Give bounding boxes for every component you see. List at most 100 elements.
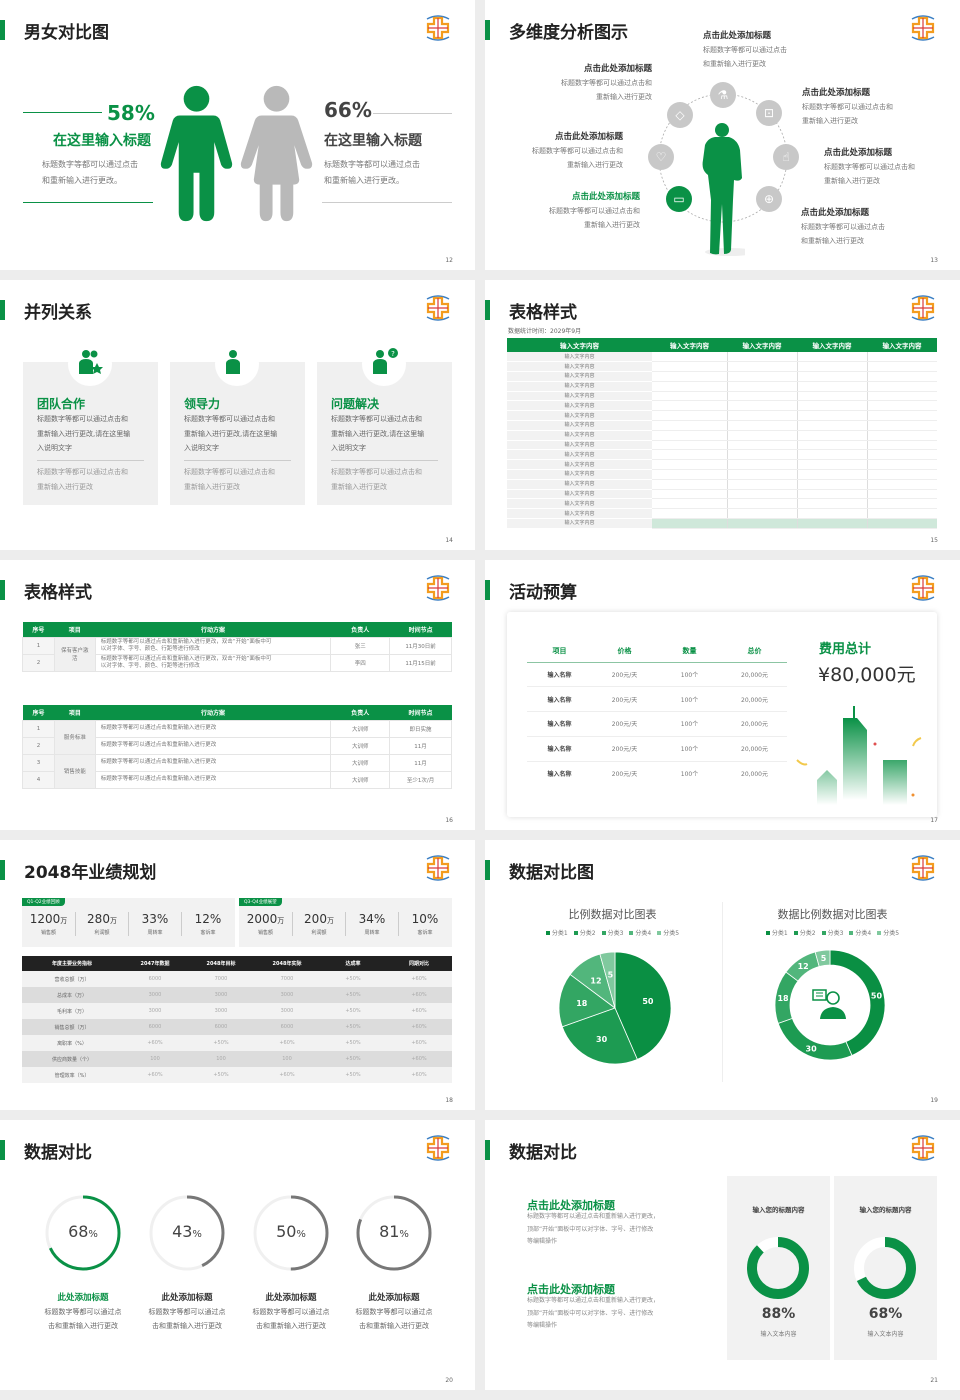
table-row: 1 服务标准 标题数字等都可以通过点击和重新输入进行更改 大训师 即日实施 xyxy=(22,719,452,755)
slide-gender-comparison[interactable]: 男女对比图 58% 在这里输入标题 标题数字等都可以通过点击 和重新输入进行更改。… xyxy=(0,0,475,270)
time-cell: 11月 xyxy=(389,753,452,772)
plan-line: 标题数字等都可以通过点击和重新输入进行更改 xyxy=(100,776,217,782)
slide-data-comparison-cards[interactable]: 数据对比 21 点击此处添加标题 标题数字等都可以通过点击和重新输入进行更改， 顶部… xyxy=(485,1120,960,1390)
desc-line: 和重新输入进行更改。 xyxy=(324,176,404,185)
divider xyxy=(23,112,102,113)
item-desc: 标题数字等都可以通过点击和重新输入进行更改 xyxy=(703,43,787,71)
text-line: 击和重新输入进行更改 xyxy=(359,1321,429,1330)
kpi-number: 34% xyxy=(358,912,386,926)
slide-action-plan-tables[interactable]: 表格样式 序号 项目 行动方案 负责人 时间节点 1 保有客户激活 标题数字等都可以通过点击和… xyxy=(0,560,475,830)
project-cell: 保有客户激活 xyxy=(53,636,96,672)
table-cell: 200元/天 xyxy=(592,711,657,737)
kpi-number: 10% xyxy=(411,912,439,926)
plan-line: 以对字体、字号、颜色、行距等进行修改 xyxy=(100,645,200,652)
project-cell: 销售技能 xyxy=(53,753,96,789)
table-cell: 6000 xyxy=(280,1024,294,1030)
ring-unit: % xyxy=(296,1229,306,1240)
table-cell: 3000 xyxy=(214,992,228,998)
column-header: 序号 xyxy=(22,622,55,637)
time-cell: 至少1次/月 xyxy=(389,770,452,789)
text-line: 标题数字等都可以通过点击 xyxy=(703,46,787,54)
slide-parallel-relationship[interactable]: 并列关系 14 团队合作 标题数字等都可以通过点击和 重新输入进行更改,请在这里输入… xyxy=(0,280,475,550)
plan-line: 标题数字等都可以通过点击和重新输入进行更改，双击“开始”面板中可 xyxy=(100,638,272,645)
text-line: 等编辑操作 xyxy=(527,1322,558,1329)
table-cell xyxy=(796,489,867,500)
row-label: 输入文字内容 xyxy=(507,410,652,422)
table-cell xyxy=(726,489,797,500)
kpi-label: 销售额 xyxy=(257,930,273,936)
slice-分类2 xyxy=(561,1007,638,1065)
kpi-value: 200万 xyxy=(293,912,345,929)
total-label: 费用总计 xyxy=(819,642,872,657)
column-header: 同期对比 xyxy=(386,956,452,971)
table-cell: 100 xyxy=(282,1056,292,1062)
female-percent: 66% xyxy=(324,98,372,122)
table-cell: +60% xyxy=(411,1072,427,1078)
page-number: 14 xyxy=(445,537,453,544)
table-cell: +60% xyxy=(411,1024,427,1030)
card-desc: 标题数字等都可以通过点击和 重新输入进行更改,请在这里输 入说明文字 xyxy=(37,412,130,456)
owner-cell: 大训师 xyxy=(330,753,391,772)
table-cell xyxy=(726,449,797,461)
table-cell xyxy=(796,479,867,490)
time-cell: 11月15日前 xyxy=(389,653,452,672)
legend-swatch xyxy=(601,931,606,935)
plan-line: 以对字体、字号、颜色、行距等进行修改 xyxy=(100,662,200,669)
kpi-number: 2000 xyxy=(246,912,278,926)
text-line: 标题数字等都可以通过点击和 xyxy=(824,163,915,171)
flask-icon: ⚗ xyxy=(710,82,736,108)
block-desc: 标题数字等都可以通过点击和重新输入进行更改， 顶部“开始”面板中可以对字体、字号、… xyxy=(527,1295,659,1333)
table-row: 输入文字内容 xyxy=(507,459,937,471)
table-row: 输入文字内容 xyxy=(507,391,937,402)
data-label: 30 xyxy=(806,1045,818,1054)
data-label: 5 xyxy=(821,954,827,963)
table-cell: 营收总额（万） xyxy=(54,976,90,983)
block-desc: 标题数字等都可以通过点击和重新输入进行更改， 顶部“开始”面板中可以对字体、字号、… xyxy=(527,1211,659,1249)
legend-item: 分类2 xyxy=(793,930,816,937)
header-row: 项目 价格 数量 总价 xyxy=(527,640,787,663)
table-cell: 200元/天 xyxy=(592,736,657,762)
page-number: 15 xyxy=(930,537,938,544)
table-cell xyxy=(866,371,937,382)
desc-line: 标题数字等都可以通过点击 xyxy=(42,160,138,169)
slide-data-comparison-rings[interactable]: 数据对比 20 68% 此处添加标题 标题数字等都可以通过点 击和重新输入进行更改 43… xyxy=(0,1120,475,1390)
card-title: 输入您的标题内容 xyxy=(859,1206,912,1214)
legend-label: 分类3 xyxy=(827,930,844,937)
slide-multidimensional-analysis[interactable]: 多维度分析图示 点击此处添加标题 标题数字等都可以通过点击 和重新输入进行更改 点击此… xyxy=(485,0,960,270)
table-row: 输入文字内容 xyxy=(507,489,937,500)
table-row: 输入文字内容 xyxy=(507,381,937,392)
logo-cross-icon xyxy=(909,1133,937,1163)
card-note: 标题数字等都可以通过点击和 重新输入进行更改 xyxy=(331,465,422,494)
data-label: 12 xyxy=(590,976,601,985)
slide-table-style-grid[interactable]: 表格样式 数据统计时间：2029年9月 输入文字内容 输入文字内容 输入文字内容 输入… xyxy=(485,280,960,550)
slide-performance-plan[interactable]: 2048年业绩规划 年度主要业务指标 2047年数据 2048年目标 2048年实际达… xyxy=(0,840,475,1110)
kpi-unit: 万 xyxy=(109,917,117,925)
divider xyxy=(331,460,438,461)
table-cell xyxy=(796,400,867,412)
table-cell xyxy=(866,508,937,520)
panel-tag: Q3-Q4业绩展望 xyxy=(239,898,282,906)
table-cell xyxy=(652,420,727,431)
analysis-item: 点击此处添加标题标题数字等都可以通过点击和重新输入进行更改 xyxy=(703,30,787,71)
table-cell: +60% xyxy=(411,1056,427,1062)
column-header: 年度主要业务指标 xyxy=(22,956,122,971)
kpi-panel: Q1-Q2业绩回顾 1200万 销售额 280万 利润额 33% 周转率 12% 客诉率 xyxy=(22,898,235,947)
team-icon xyxy=(75,348,105,374)
row-label: 输入文字内容 xyxy=(507,489,652,500)
data-table: 输入文字内容 输入文字内容 输入文字内容 输入文字内容 输入文字内容 输入文字内容 输入文字… xyxy=(507,338,937,529)
table-cell xyxy=(726,361,797,373)
row-number: 2 xyxy=(22,736,55,755)
row-label: 输入文字内容 xyxy=(507,381,652,392)
table-row: 2 标题数字等都可以通过点击和重新输入进行更改，双击“开始”面板中可 以对字体、字号… xyxy=(22,653,452,672)
column-header: 项目 xyxy=(54,622,96,637)
text-line: 击和重新输入进行更改 xyxy=(152,1321,222,1330)
kpi-label: 客诉率 xyxy=(417,930,433,936)
table-cell xyxy=(796,498,867,510)
kpi-number: 12% xyxy=(194,912,222,926)
slide-data-comparison-charts[interactable]: 数据对比图 比例数据对比图表 数据比例数据对比图表 分类1 分类2 分类3 分类4 分类… xyxy=(485,840,960,1110)
legend-swatch xyxy=(629,931,634,935)
ring-unit: % xyxy=(192,1229,202,1240)
male-desc: 标题数字等都可以通过点击 和重新输入进行更改。 xyxy=(42,157,138,189)
column-header: 输入文字内容 xyxy=(797,338,867,352)
slide-activity-budget[interactable]: 活动预算 项目 价格 数量 总价 输入名称 200元/天 100个 20,000元 输入名称 20… xyxy=(485,560,960,830)
